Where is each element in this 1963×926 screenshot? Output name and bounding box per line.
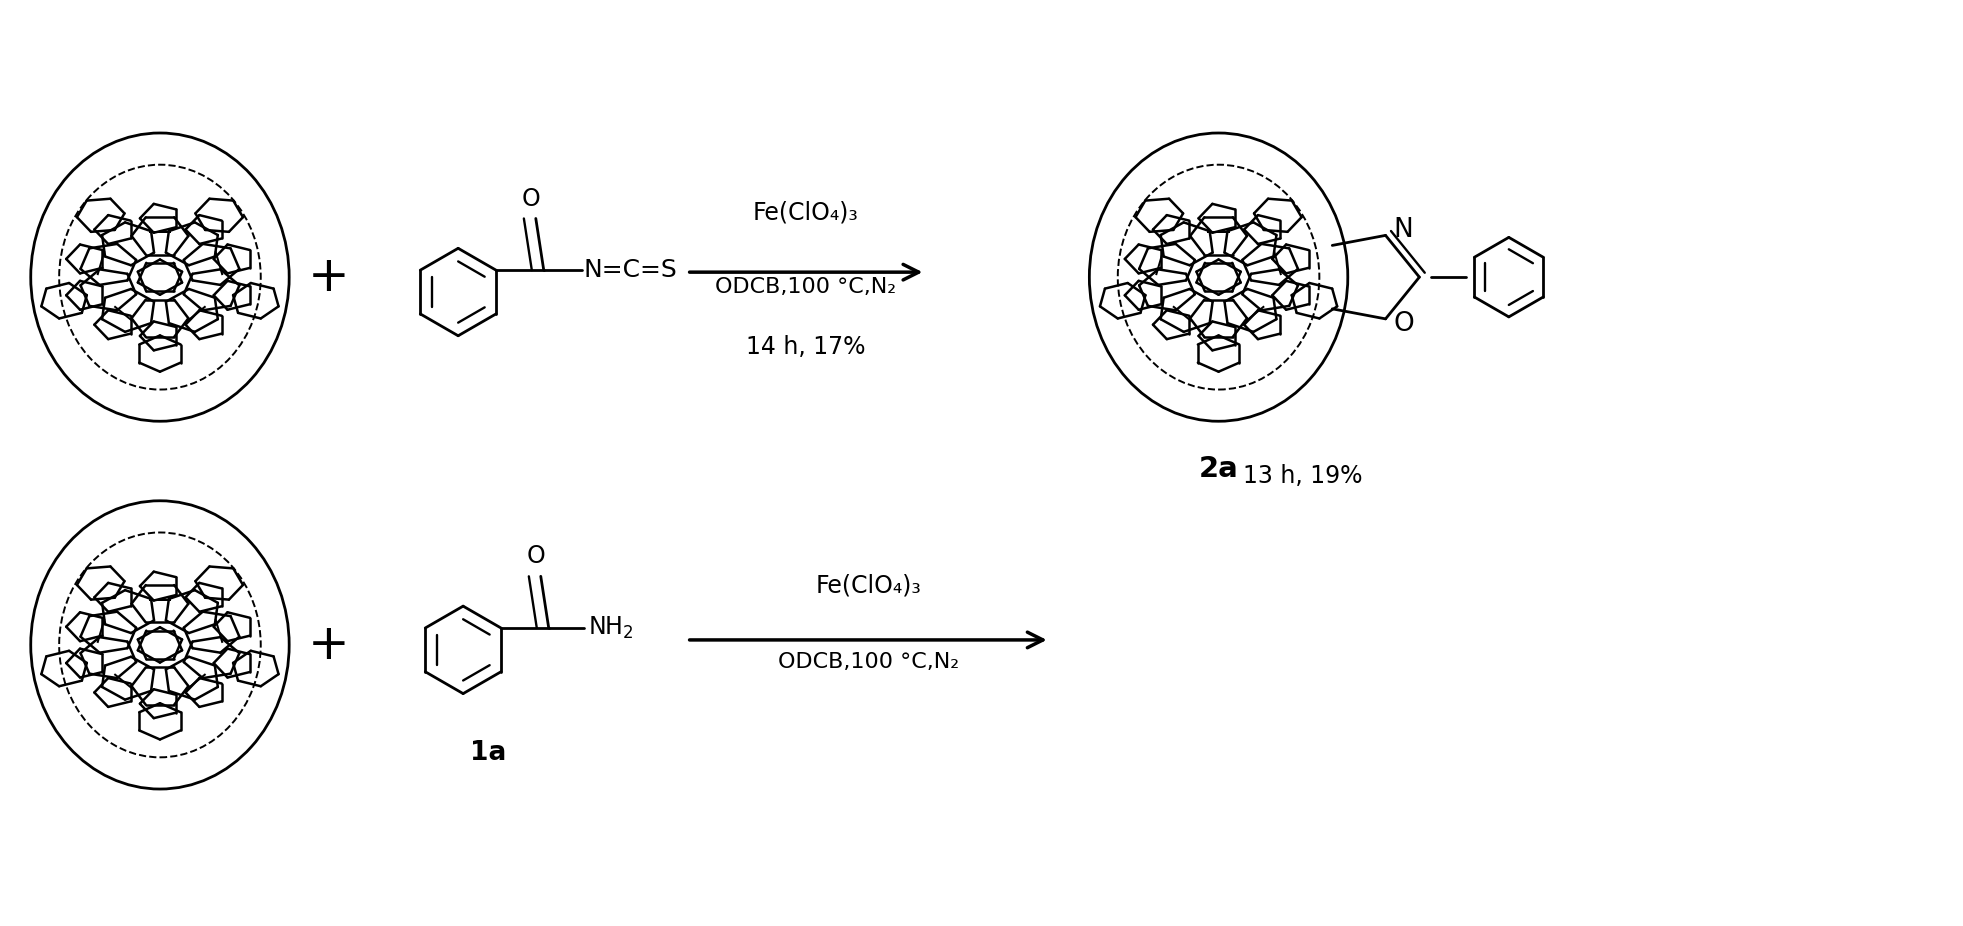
Text: 1a: 1a [469,740,506,766]
Text: Fe(ClO₄)₃: Fe(ClO₄)₃ [754,201,860,224]
Text: +: + [308,621,349,669]
Text: N=C=S: N=C=S [583,258,677,282]
Text: ODCB,100 °C,N₂: ODCB,100 °C,N₂ [777,652,958,671]
Text: O: O [522,187,540,210]
Text: O: O [1394,311,1413,337]
Text: ODCB,100 °C,N₂: ODCB,100 °C,N₂ [715,277,897,297]
Text: Fe(ClO₄)₃: Fe(ClO₄)₃ [815,573,921,597]
Text: +: + [308,253,349,301]
Text: 2a: 2a [1199,455,1239,483]
Text: N: N [1394,218,1413,244]
Text: O: O [526,544,546,569]
Text: 14 h, 17%: 14 h, 17% [746,334,866,358]
Text: 13 h, 19%: 13 h, 19% [1243,464,1362,488]
Text: NH$_2$: NH$_2$ [589,615,634,641]
